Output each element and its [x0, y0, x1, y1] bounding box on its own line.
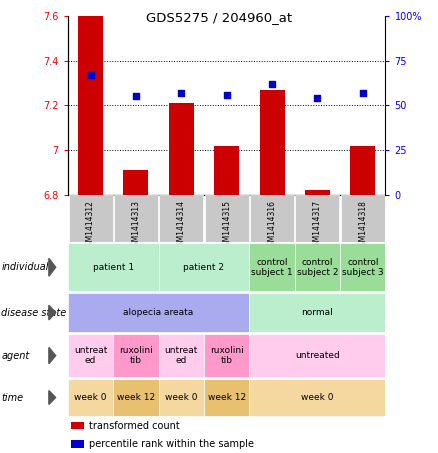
Text: ruxolini
tib: ruxolini tib [210, 346, 244, 365]
Text: agent: agent [1, 351, 30, 361]
Text: patient 1: patient 1 [93, 263, 134, 272]
Bar [159, 334, 204, 377]
Bar [305, 190, 330, 195]
Point [178, 89, 185, 96]
Bar [214, 145, 239, 195]
Text: week 0: week 0 [301, 393, 334, 402]
Text: GSM1414314: GSM1414314 [177, 201, 186, 251]
Text: untreat
ed: untreat ed [74, 346, 107, 365]
Bar [249, 379, 385, 416]
Bar [159, 379, 204, 416]
Text: control
subject 3: control subject 3 [342, 258, 384, 277]
Bar [341, 195, 385, 242]
Text: control
subject 1: control subject 1 [251, 258, 293, 277]
Bar [68, 379, 113, 416]
Bar [260, 90, 285, 195]
Bar [68, 195, 113, 242]
Bar [340, 243, 385, 291]
Text: untreated: untreated [295, 351, 340, 360]
Bar [169, 103, 194, 195]
Bar [249, 334, 385, 377]
Text: transformed count: transformed count [88, 421, 179, 431]
Text: GSM1414318: GSM1414318 [358, 201, 367, 251]
Text: untreat
ed: untreat ed [165, 346, 198, 365]
Text: ruxolini
tib: ruxolini tib [119, 346, 153, 365]
Bar [68, 293, 249, 332]
Point [314, 95, 321, 102]
Polygon shape [49, 305, 56, 320]
Text: GSM1414317: GSM1414317 [313, 201, 322, 251]
Point [132, 93, 139, 100]
Bar [159, 195, 203, 242]
Point [223, 91, 230, 98]
Text: time: time [1, 392, 24, 403]
Bar [68, 334, 113, 377]
Text: GSM1414316: GSM1414316 [268, 201, 276, 251]
Bar [249, 293, 385, 332]
Text: week 0: week 0 [165, 393, 198, 402]
Text: alopecia areata: alopecia areata [124, 308, 194, 317]
Text: GDS5275 / 204960_at: GDS5275 / 204960_at [146, 11, 292, 24]
Bar [68, 243, 159, 291]
Bar [159, 243, 249, 291]
Bar [350, 145, 375, 195]
Bar [250, 195, 294, 242]
Bar [71, 440, 84, 448]
Point [87, 71, 94, 78]
Bar [205, 195, 249, 242]
Text: GSM1414312: GSM1414312 [86, 201, 95, 251]
Polygon shape [49, 390, 56, 405]
Bar [78, 16, 103, 195]
Text: normal: normal [301, 308, 333, 317]
Bar [204, 334, 249, 377]
Bar [113, 379, 159, 416]
Text: control
subject 2: control subject 2 [297, 258, 338, 277]
Bar [204, 379, 249, 416]
Text: disease state: disease state [1, 308, 67, 318]
Bar [295, 195, 339, 242]
Text: individual: individual [1, 262, 49, 272]
Text: week 12: week 12 [208, 393, 246, 402]
Bar [124, 170, 148, 195]
Point [359, 89, 366, 96]
Bar [114, 195, 158, 242]
Text: GSM1414315: GSM1414315 [222, 201, 231, 251]
Bar [249, 243, 295, 291]
Text: week 12: week 12 [117, 393, 155, 402]
Polygon shape [49, 347, 56, 364]
Point [268, 80, 276, 87]
Text: week 0: week 0 [74, 393, 107, 402]
Polygon shape [49, 258, 56, 276]
Bar [71, 422, 84, 429]
Text: percentile rank within the sample: percentile rank within the sample [88, 439, 254, 449]
Text: patient 2: patient 2 [184, 263, 225, 272]
Text: GSM1414313: GSM1414313 [131, 201, 141, 251]
Bar [113, 334, 159, 377]
Bar [295, 243, 340, 291]
